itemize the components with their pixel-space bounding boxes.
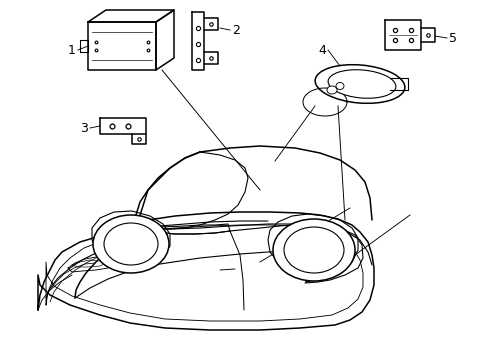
Ellipse shape bbox=[104, 223, 158, 265]
Ellipse shape bbox=[326, 86, 336, 94]
Ellipse shape bbox=[272, 219, 354, 281]
Text: 2: 2 bbox=[231, 23, 240, 36]
Ellipse shape bbox=[93, 215, 169, 273]
Text: 5: 5 bbox=[448, 32, 456, 45]
Ellipse shape bbox=[314, 65, 404, 103]
Text: 3: 3 bbox=[80, 122, 88, 135]
Ellipse shape bbox=[327, 70, 395, 98]
Ellipse shape bbox=[335, 82, 343, 90]
Text: 1: 1 bbox=[68, 44, 76, 57]
Ellipse shape bbox=[284, 227, 343, 273]
Text: 4: 4 bbox=[318, 44, 325, 57]
